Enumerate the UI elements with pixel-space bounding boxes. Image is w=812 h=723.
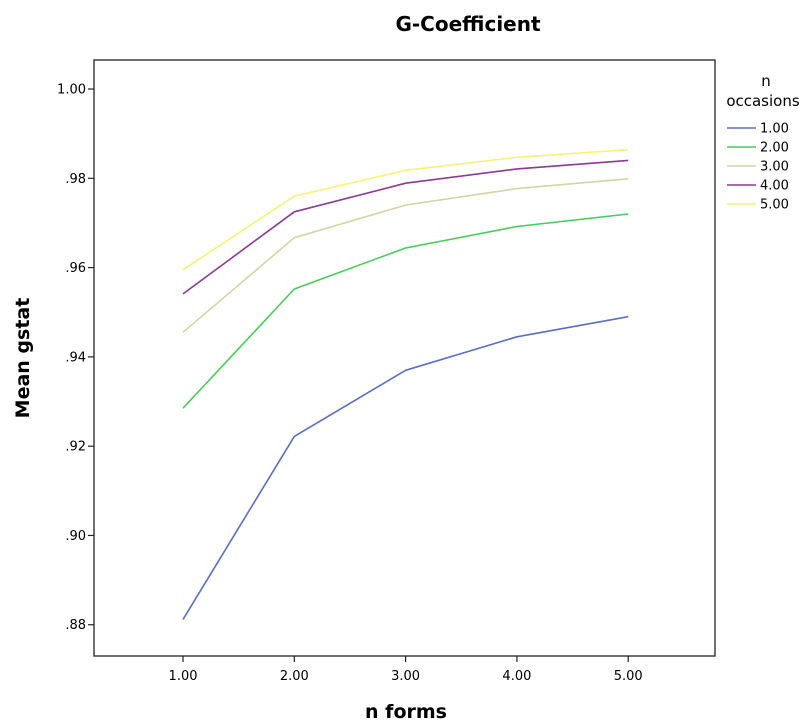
x-axis-title: n forms <box>365 701 447 723</box>
legend-label-4: 4.00 <box>760 179 789 194</box>
x-tick-label: 1.00 <box>169 669 198 684</box>
legend-label-5: 5.00 <box>760 198 789 213</box>
legend-title-line-1: n <box>761 72 771 90</box>
legend-label-3: 3.00 <box>760 160 789 175</box>
y-tick-label: .90 <box>65 529 86 544</box>
series-line-5 <box>182 148 629 271</box>
series-line-3 <box>182 178 629 333</box>
x-tick-label: 2.00 <box>280 669 309 684</box>
x-tick-label: 4.00 <box>502 669 531 684</box>
legend-label-2: 2.00 <box>760 141 789 156</box>
y-tick-label: .94 <box>65 350 86 365</box>
x-tick-label: 3.00 <box>391 669 420 684</box>
series-line-4 <box>182 159 629 295</box>
y-tick-label: 1.00 <box>57 83 86 98</box>
series-line-2 <box>182 213 629 409</box>
series-lines <box>182 148 629 620</box>
y-axis-title: Mean gstat <box>12 298 34 419</box>
x-tick-label: 5.00 <box>614 669 643 684</box>
chart-title: G-Coefficient <box>395 12 541 36</box>
plot-frame <box>93 59 716 657</box>
legend-title-line-2: occasions <box>726 92 800 110</box>
x-axis: 1.00 2.00 3.00 4.00 5.00 <box>169 656 643 684</box>
y-tick-label: .88 <box>65 618 86 633</box>
y-axis: .88 .90 .92 .94 .96 .98 1.00 <box>57 83 94 633</box>
y-tick-label: .96 <box>65 261 86 276</box>
series-line-1 <box>182 315 629 620</box>
y-tick-label: .92 <box>65 440 86 455</box>
legend-label-1: 1.00 <box>760 122 789 137</box>
legend-items: 1.00 2.00 3.00 4.00 5.00 <box>727 122 789 213</box>
legend: n occasions 1.00 2.00 3.00 4.00 5.00 <box>726 72 800 213</box>
y-tick-label: .98 <box>65 172 86 187</box>
